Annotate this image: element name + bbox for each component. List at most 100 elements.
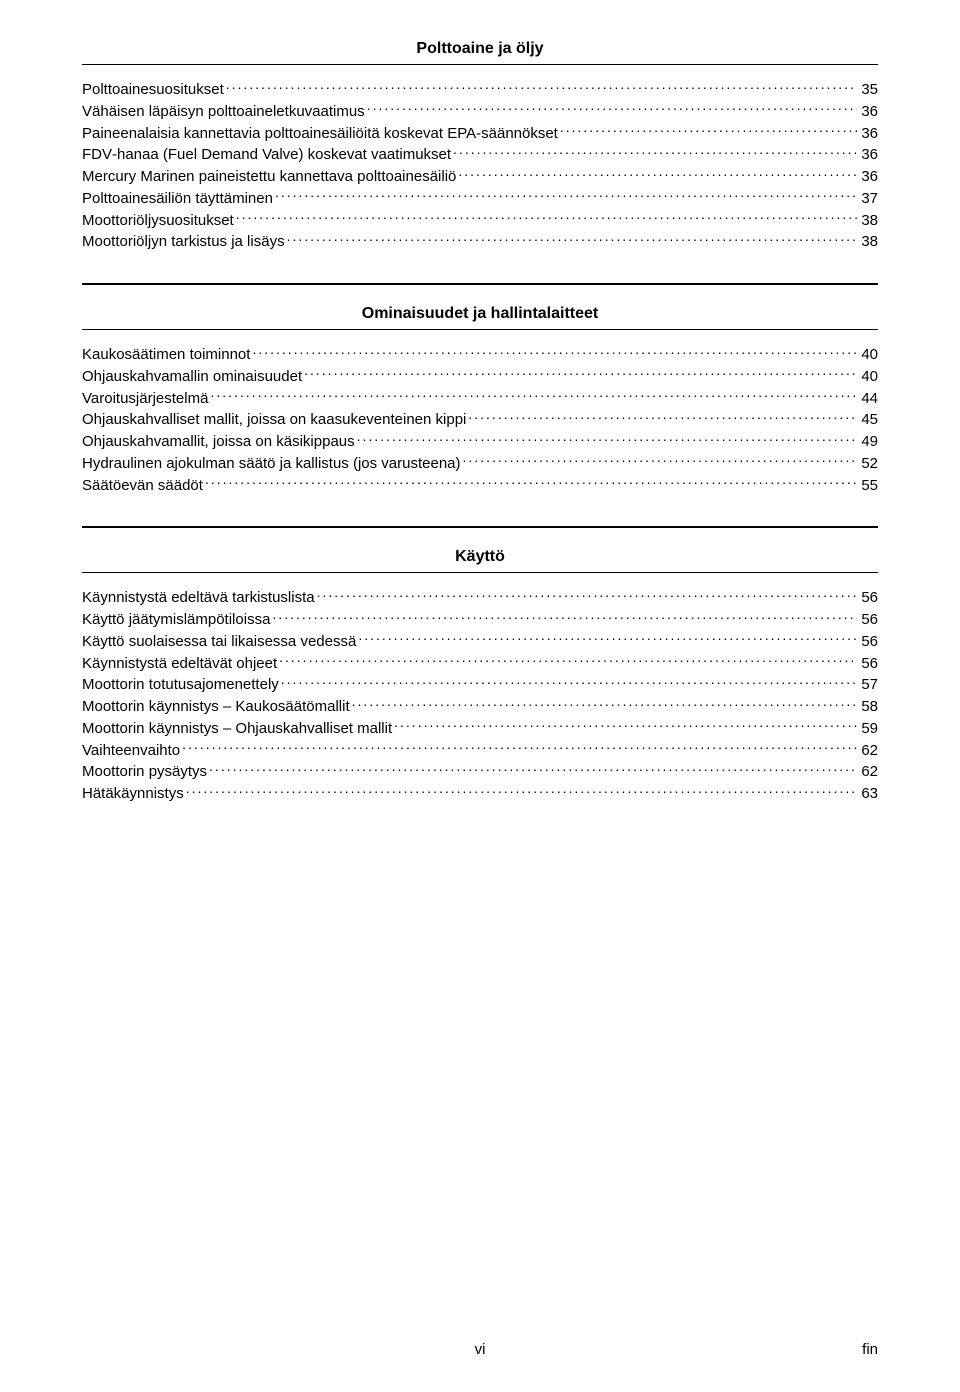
toc-dots — [226, 79, 858, 94]
toc-entry-label: Moottorin totutusajomenettely — [82, 674, 279, 696]
toc-dots — [304, 366, 857, 381]
toc-dots — [453, 144, 857, 159]
toc-entry-label: Kaukosäätimen toiminnot — [82, 344, 250, 366]
toc-entry-label: Käynnistystä edeltävät ohjeet — [82, 653, 277, 675]
toc-entry-page: 45 — [859, 409, 878, 431]
toc-entry: Säätöevän säädöt 55 — [82, 475, 878, 497]
toc-dots — [209, 761, 857, 776]
toc-dots — [458, 166, 857, 181]
toc-entry-page: 35 — [859, 79, 878, 101]
toc-entry-page: 55 — [859, 475, 878, 497]
toc-dots — [281, 674, 858, 689]
page-footer: vi fin — [82, 1341, 878, 1358]
toc-entry-page: 52 — [859, 453, 878, 475]
toc-entry-label: Polttoainesuositukset — [82, 79, 224, 101]
toc-section: Polttoaine ja öljy Polttoainesuositukset 3… — [82, 40, 878, 253]
toc-dots — [287, 231, 858, 246]
toc-entry-label: Vaihteenvaihto — [82, 740, 180, 762]
toc-dots — [357, 431, 858, 446]
toc-dots — [252, 344, 857, 359]
toc-entry: Käynnistystä edeltävät ohjeet 56 — [82, 653, 878, 675]
toc-entry-page: 59 — [859, 718, 878, 740]
toc-dots — [463, 453, 858, 468]
toc-dots — [210, 388, 857, 403]
toc-dots — [367, 101, 858, 116]
section-title: Polttoaine ja öljy — [82, 40, 878, 58]
toc-entry-label: Varoitusjärjestelmä — [82, 388, 208, 410]
toc-dots — [182, 740, 857, 755]
toc-entry-label: Ohjauskahvamallit, joissa on käsikippaus — [82, 431, 355, 453]
toc-entry: Käynnistystä edeltävä tarkistuslista 56 — [82, 587, 878, 609]
toc-entry-page: 56 — [859, 587, 878, 609]
toc-entry-page: 62 — [859, 740, 878, 762]
toc-entry-label: Mercury Marinen paineistettu kannettava … — [82, 166, 456, 188]
toc-entry-label: Säätöevän säädöt — [82, 475, 203, 497]
toc-entry: Polttoainesäiliön täyttäminen37 — [82, 188, 878, 210]
toc-entry-label: Käyttö suolaisessa tai likaisessa vedess… — [82, 631, 356, 653]
toc-entry-label: Moottorin käynnistys – Ohjauskahvalliset… — [82, 718, 392, 740]
toc-dots — [358, 631, 857, 646]
toc-entry-page: 63 — [859, 783, 878, 805]
toc-section: Ominaisuudet ja hallintalaitteet Kaukosää… — [82, 283, 878, 496]
toc-dots — [272, 609, 857, 624]
toc-dots — [205, 475, 857, 490]
toc-entry-label: Moottorin pysäytys — [82, 761, 207, 783]
toc-entry-page: 36 — [859, 101, 878, 123]
toc-entry-label: FDV‑hanaa (Fuel Demand Valve) koskevat v… — [82, 144, 451, 166]
toc-entry-page: 57 — [859, 674, 878, 696]
toc-entry: Ohjauskahvamallit, joissa on käsikippaus… — [82, 431, 878, 453]
toc-dots — [236, 210, 858, 225]
toc-entry: FDV‑hanaa (Fuel Demand Valve) koskevat v… — [82, 144, 878, 166]
toc-dots — [186, 783, 858, 798]
toc-entry-label: Moottorin käynnistys – Kaukosäätömallit — [82, 696, 350, 718]
toc-entry: Käyttö jäätymislämpötiloissa56 — [82, 609, 878, 631]
toc-entry-label: Hydraulinen ajokulman säätö ja kallistus… — [82, 453, 461, 475]
toc-entry: Varoitusjärjestelmä 44 — [82, 388, 878, 410]
toc-entry-page: 56 — [859, 609, 878, 631]
toc-dots — [352, 696, 858, 711]
toc-dots — [317, 587, 858, 602]
toc-entry: Paineenalaisia kannettavia polttoainesäi… — [82, 123, 878, 145]
toc-entry-page: 38 — [859, 231, 878, 253]
toc-dots — [279, 653, 857, 668]
toc-entry-page: 40 — [859, 344, 878, 366]
toc-entry-label: Paineenalaisia kannettavia polttoainesäi… — [82, 123, 558, 145]
toc-entry: Käyttö suolaisessa tai likaisessa vedess… — [82, 631, 878, 653]
toc-entry-page: 36 — [859, 144, 878, 166]
toc-entry: Moottoriöljyn tarkistus ja lisäys 38 — [82, 231, 878, 253]
section-title: Ominaisuudet ja hallintalaitteet — [82, 305, 878, 323]
toc-entry: Kaukosäätimen toiminnot 40 — [82, 344, 878, 366]
toc-entry: Ohjauskahvamallin ominaisuudet 40 — [82, 366, 878, 388]
toc-dots — [275, 188, 857, 203]
toc-entry: Moottorin totutusajomenettely 57 — [82, 674, 878, 696]
section-title: Käyttö — [82, 548, 878, 566]
toc-entry-label: Ohjauskahvamallin ominaisuudet — [82, 366, 302, 388]
toc-dots — [560, 123, 857, 138]
toc-entry-page: 58 — [859, 696, 878, 718]
toc-entry-label: Moottoriöljyn tarkistus ja lisäys — [82, 231, 285, 253]
toc-entry-page: 37 — [859, 188, 878, 210]
toc-entry-page: 40 — [859, 366, 878, 388]
toc-entry-page: 36 — [859, 123, 878, 145]
toc-entry: Vähäisen läpäisyn polttoaineletkuvaatimu… — [82, 101, 878, 123]
toc-entry: Polttoainesuositukset 35 — [82, 79, 878, 101]
toc-entry-page: 62 — [859, 761, 878, 783]
toc-entry-label: Ohjauskahvalliset mallit, joissa on kaas… — [82, 409, 466, 431]
toc-entry-label: Käynnistystä edeltävä tarkistuslista — [82, 587, 315, 609]
toc-entry: Ohjauskahvalliset mallit, joissa on kaas… — [82, 409, 878, 431]
toc-entry-page: 56 — [859, 653, 878, 675]
toc-entry: Mercury Marinen paineistettu kannettava … — [82, 166, 878, 188]
toc-dots — [394, 718, 857, 733]
toc-entry-page: 36 — [859, 166, 878, 188]
toc-entry-page: 49 — [859, 431, 878, 453]
toc-entry-page: 44 — [859, 388, 878, 410]
toc-entry-label: Moottoriöljysuositukset — [82, 210, 234, 232]
toc-entry: Moottoriöljysuositukset38 — [82, 210, 878, 232]
toc-section: Käyttö Käynnistystä edeltävä tarkistuslis… — [82, 526, 878, 805]
footer-lang: fin — [862, 1341, 878, 1358]
toc-entry-page: 56 — [859, 631, 878, 653]
toc-entry-label: Vähäisen läpäisyn polttoaineletkuvaatimu… — [82, 101, 365, 123]
toc-entry: Moottorin käynnistys – Kaukosäätömallit 5… — [82, 696, 878, 718]
toc-dots — [468, 409, 857, 424]
toc-entry: Hydraulinen ajokulman säätö ja kallistus… — [82, 453, 878, 475]
